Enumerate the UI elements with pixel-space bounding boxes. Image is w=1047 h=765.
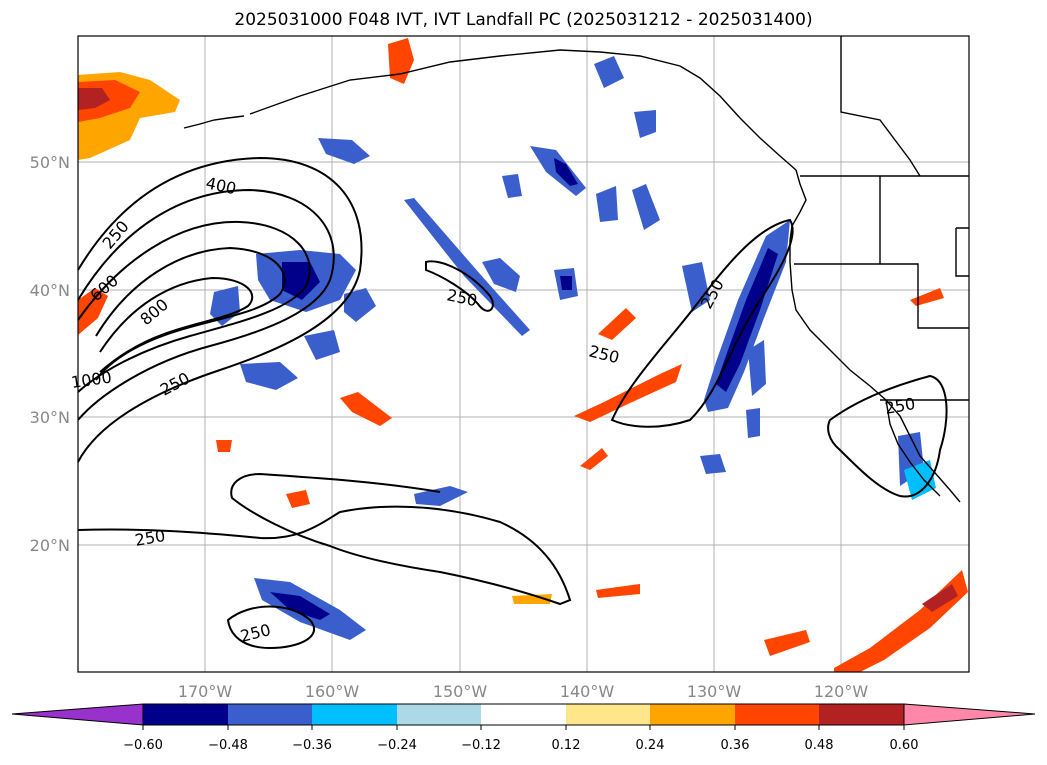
negative-region-west-4 [240, 362, 298, 390]
coastlines [183, 36, 969, 503]
negative-region-west-5 [344, 288, 376, 322]
negative-region-coast-2 [904, 460, 936, 500]
negative-region-north-1 [318, 138, 370, 164]
map-frame [77, 35, 970, 673]
lat-tick-20n: 20°N [30, 536, 70, 555]
positive-region-south-1 [764, 630, 810, 656]
lon-tick-130w: 130°W [687, 682, 742, 701]
contour-subtropic [77, 472, 572, 606]
colorbar-bin-3 [312, 704, 397, 725]
positive-region-south-2 [596, 584, 640, 598]
colorbar-bin-7 [650, 704, 735, 725]
contour-1000 [99, 276, 254, 373]
contour-250-outer-west [77, 156, 363, 463]
positive-region-southeast-core [922, 584, 958, 612]
ivt-contours [77, 156, 948, 650]
contour-800 [95, 246, 286, 381]
negative-region-north-2-core [554, 158, 578, 186]
contour-600 [77, 220, 311, 393]
colorbar-bin-2 [228, 704, 312, 725]
aleutian-islands [183, 115, 245, 129]
colorbar-tick-2: −0.36 [292, 738, 332, 753]
us-west-coast [789, 240, 961, 503]
contour-east-band [610, 218, 794, 428]
colorbar-tick-0: −0.60 [123, 738, 163, 753]
colorbar-tick-labels: −0.60 −0.48 −0.36 −0.24 −0.12 0.12 0.24 … [123, 738, 918, 753]
colorbar-bin-9 [819, 704, 904, 725]
colorbar-tick-marks [142, 725, 905, 730]
contour-400 [77, 188, 335, 421]
colorbar-bin-4 [397, 704, 481, 725]
contour-coast-loop [827, 374, 948, 498]
positive-shading [78, 38, 968, 672]
positive-region-southeast [834, 570, 968, 672]
colorbar-bin-8 [735, 704, 819, 725]
negative-region-north-4 [632, 184, 660, 230]
graticule [78, 36, 969, 672]
lon-tick-160w: 160°W [305, 682, 360, 701]
map-background [78, 36, 969, 672]
negative-region-north-3 [596, 186, 618, 222]
colorbar: −0.60 −0.48 −0.36 −0.24 −0.12 0.12 0.24 … [11, 703, 1036, 753]
lon-tick-150w: 150°W [433, 682, 488, 701]
negative-region-east-5 [700, 454, 726, 474]
colorbar-bin-5 [481, 704, 566, 725]
negative-region-east-2 [682, 262, 710, 312]
utah-border [955, 227, 969, 277]
negative-region-north-7 [634, 110, 656, 138]
lat-tick-50n: 50°N [30, 153, 70, 172]
contour-central-loop [425, 260, 494, 312]
negative-region-east-band-core [716, 248, 778, 392]
alaska-coastline [249, 49, 797, 171]
negative-region-central-2-core [560, 276, 572, 290]
map-title: 2025031000 F048 IVT, IVT Landfall PC (20… [234, 10, 813, 30]
canada-internal-border [840, 36, 921, 177]
colorbar-extend-high [903, 703, 1036, 726]
colorbar-bin-6 [566, 704, 650, 725]
colorbar-tick-5: 0.12 [552, 738, 581, 753]
negative-region-diagonal-band [404, 198, 530, 336]
negative-region-north-6 [594, 56, 624, 88]
positive-region-west-small [286, 490, 310, 508]
lon-tick-120w: 120°W [814, 682, 869, 701]
baja-california [885, 399, 941, 497]
colorbar-tick-3: −0.24 [377, 738, 417, 753]
negative-region-south-1-core [270, 592, 330, 620]
colorbar-tick-9: 0.60 [890, 738, 919, 753]
colorbar-tick-4: −0.12 [461, 738, 501, 753]
positive-region-south-3 [512, 594, 552, 604]
positive-region-northwest-peak [78, 88, 110, 110]
colorbar-tick-6: 0.24 [636, 738, 665, 753]
negative-region-east-4 [746, 408, 760, 438]
longitude-ticks: 170°W 160°W 150°W 140°W 130°W 120°W [178, 682, 869, 701]
lat-tick-40n: 40°N [30, 281, 70, 300]
lat-tick-30n: 30°N [30, 408, 70, 427]
colorbar-tick-7: 0.36 [721, 738, 750, 753]
colorbar-bin-1 [143, 704, 228, 725]
negative-region-west-3 [304, 330, 340, 360]
positive-region-central-1 [340, 392, 392, 426]
contour-south-loop [226, 605, 316, 650]
positive-region-central-3 [580, 448, 608, 470]
colorbar-frame [142, 703, 905, 726]
colorbar-extend-low [11, 703, 144, 726]
positive-region-west-tiny [216, 440, 232, 452]
positive-region-central-2 [598, 308, 636, 340]
colorbar-tick-1: −0.48 [208, 738, 248, 753]
negative-region-north-5 [502, 174, 522, 198]
lon-tick-170w: 170°W [178, 682, 233, 701]
negative-region-east-3 [748, 340, 766, 396]
latitude-ticks: 50°N 40°N 30°N 20°N [30, 153, 70, 555]
positive-region-west-edge [78, 288, 108, 335]
oregon-california-border [794, 263, 969, 329]
colorbar-tick-8: 0.48 [805, 738, 834, 753]
negative-region-central-1 [482, 258, 520, 292]
lon-tick-140w: 140°W [560, 682, 615, 701]
